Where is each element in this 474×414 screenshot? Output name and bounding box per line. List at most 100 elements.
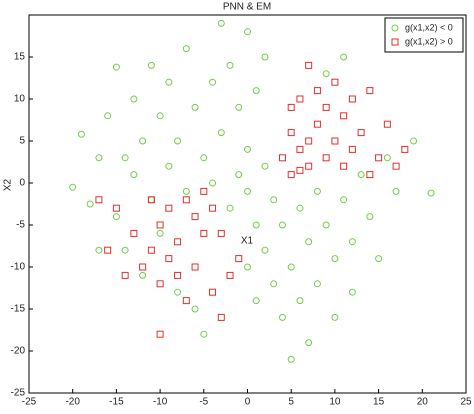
point (340, 53, 348, 61)
point (296, 166, 304, 174)
y-tick-label: 10 (14, 94, 26, 105)
point (217, 19, 225, 27)
point (278, 221, 286, 229)
point (313, 87, 321, 95)
point (348, 95, 356, 103)
x-tick-label: 10 (329, 397, 341, 408)
legend-marker (391, 24, 399, 32)
point (182, 196, 190, 204)
point (235, 171, 243, 179)
point (174, 238, 182, 246)
point (270, 280, 278, 288)
point (191, 103, 199, 111)
point (191, 213, 199, 221)
x-tick-label: 25 (460, 397, 472, 408)
point (235, 255, 243, 263)
point (200, 229, 208, 237)
point (278, 313, 286, 321)
y-tick-label: -10 (11, 262, 26, 273)
point (383, 120, 391, 128)
point (357, 129, 365, 137)
point (182, 187, 190, 195)
x-tick-label: 20 (417, 397, 429, 408)
point (200, 187, 208, 195)
point (287, 171, 295, 179)
point (86, 200, 94, 208)
point (287, 263, 295, 271)
point (112, 204, 120, 212)
point (165, 204, 173, 212)
point (340, 196, 348, 204)
point (270, 196, 278, 204)
point (313, 120, 321, 128)
point (348, 238, 356, 246)
point (244, 145, 251, 153)
point (95, 246, 103, 254)
x-tick-label: -10 (153, 397, 168, 408)
point (130, 171, 138, 179)
point (156, 229, 164, 237)
point (104, 112, 112, 120)
point (156, 330, 164, 338)
y-tick-label: -5 (16, 220, 25, 231)
point (287, 103, 295, 111)
point (217, 229, 225, 237)
point (165, 78, 173, 86)
y-tick-label: -25 (11, 388, 26, 399)
point (287, 129, 295, 137)
point (366, 87, 374, 95)
point (156, 221, 164, 229)
y-tick-label: -20 (11, 346, 26, 357)
point (156, 112, 164, 120)
point (252, 297, 260, 305)
point (392, 187, 400, 195)
point (209, 204, 217, 212)
point (331, 78, 339, 86)
point (121, 246, 129, 254)
point (147, 196, 155, 204)
point (305, 137, 313, 145)
point (296, 95, 304, 103)
y-tick-label: 5 (19, 136, 25, 147)
point (305, 339, 313, 347)
point (313, 280, 321, 288)
point (191, 305, 199, 313)
point (244, 263, 251, 271)
chart-title: PNN & EM (223, 2, 271, 13)
point (287, 355, 295, 363)
x-tick-label: -15 (109, 397, 124, 408)
point (209, 78, 217, 86)
point (182, 297, 190, 305)
x-axis-label: X1 (241, 236, 254, 247)
point (112, 213, 120, 221)
point (130, 95, 138, 103)
point (95, 154, 103, 162)
point (244, 28, 251, 36)
legend-label: g(x1,x2) < 0 (405, 22, 453, 32)
point (401, 145, 409, 153)
point (322, 103, 330, 111)
x-tick-label: -20 (65, 397, 80, 408)
point (375, 154, 383, 162)
point (261, 53, 269, 61)
point (340, 162, 348, 170)
point (139, 263, 147, 271)
point (331, 137, 339, 145)
point (235, 103, 243, 111)
point (366, 171, 374, 179)
point (121, 271, 129, 279)
point (252, 87, 260, 95)
point (217, 129, 225, 137)
point (392, 162, 400, 170)
point (305, 162, 313, 170)
point (348, 288, 356, 296)
point (244, 187, 251, 195)
legend-box (384, 17, 464, 53)
point (156, 280, 164, 288)
point (261, 162, 269, 170)
point (357, 171, 365, 179)
point (200, 330, 208, 338)
point (209, 288, 217, 296)
x-tick-label: -5 (199, 397, 208, 408)
point (104, 246, 112, 254)
